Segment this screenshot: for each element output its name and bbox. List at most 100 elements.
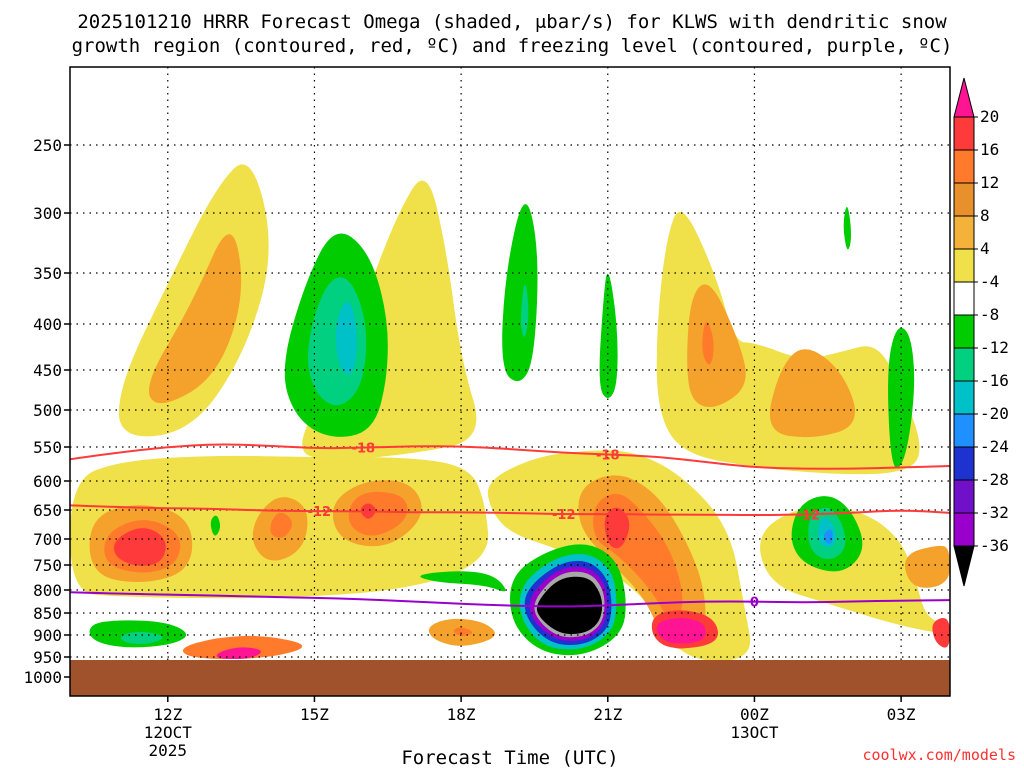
omega-region-36 <box>843 207 851 250</box>
colorbar-bottom-arrow <box>953 545 975 587</box>
y-tick-label-950: 950 <box>33 648 62 667</box>
colorbar-label--12: -12 <box>980 338 1009 357</box>
omega-region-19 <box>687 284 746 407</box>
colorbar-label--32: -32 <box>980 503 1009 522</box>
omega-region-29 <box>521 284 529 337</box>
contour-0 <box>70 591 950 608</box>
omega-region-42 <box>216 647 261 659</box>
colorbar-label--36: -36 <box>980 536 1009 555</box>
x-tick-label-00Z-1: 13OCT <box>730 723 779 742</box>
omega-region-40 <box>120 631 163 644</box>
colorbar-top-arrow <box>953 77 975 118</box>
colorbar-segment-6 <box>953 314 975 349</box>
y-tick-label-250: 250 <box>33 136 62 155</box>
colorbar-label-16: 16 <box>980 140 999 159</box>
omega-region-20 <box>702 321 714 365</box>
colorbar-segment-7 <box>953 347 975 382</box>
chart-title-line2: growth region (contoured, red, ºC) and f… <box>72 35 953 57</box>
omega-region-27 <box>335 302 357 375</box>
colorbar-label--4: -4 <box>980 272 999 291</box>
x-tick-label-18Z-0: 18Z <box>447 705 476 724</box>
credit-text: coolwx.com/models <box>862 746 1016 764</box>
omega-region-35 <box>888 327 915 469</box>
omega-region-6 <box>114 528 166 566</box>
omega-region-15 <box>604 507 630 549</box>
y-tick-label-450: 450 <box>33 361 62 380</box>
contour-label-0-0: 0 <box>750 596 759 611</box>
colorbar-segment-0 <box>953 116 975 151</box>
x-tick-label-12Z-0: 12Z <box>153 705 182 724</box>
x-tick-label-21Z-0: 21Z <box>593 705 622 724</box>
colorbar-label-8: 8 <box>980 206 990 225</box>
contour--18 <box>70 443 950 470</box>
colorbar-segment-12 <box>953 512 975 547</box>
y-axis-ticks: 250 300 350 400 450 500 550 600 650 700 750 800 850 9… <box>23 136 70 687</box>
omega-colorbar: 20 16 12 8 4 -4 -8 -12 -16 -20 -24 -28 -32 -36 <box>953 77 1009 587</box>
omega-shaded-regions <box>70 164 950 661</box>
colorbar-segment-9 <box>953 413 975 448</box>
x-tick-label-12Z-2: 2025 <box>149 741 188 760</box>
colorbar-label--16: -16 <box>980 371 1009 390</box>
y-tick-label-850: 850 <box>33 604 62 623</box>
colorbar-segment-2 <box>953 182 975 217</box>
y-tick-label-750: 750 <box>33 556 62 575</box>
omega-region-37 <box>210 515 221 536</box>
plot-area: -18 -18 -12 -12 -12 0 <box>70 67 950 696</box>
y-tick-label-300: 300 <box>33 204 62 223</box>
colorbar-segment-5 <box>953 281 975 316</box>
omega-region-34 <box>823 529 833 544</box>
omega-region-11 <box>270 512 292 538</box>
omega-region-44 <box>453 627 473 636</box>
colorbar-segment-3 <box>953 215 975 250</box>
colorbar-label-12: 12 <box>980 173 999 192</box>
y-tick-label-800: 800 <box>33 581 62 600</box>
colorbar-label-20: 20 <box>980 107 999 126</box>
x-tick-label-03Z-0: 03Z <box>887 705 916 724</box>
y-tick-label-1000: 1000 <box>23 668 62 687</box>
omega-region-8 <box>348 491 408 536</box>
chart-title-line1: 2025101210 HRRR Forecast Omega (shaded, … <box>77 11 947 33</box>
y-tick-label-650: 650 <box>33 501 62 520</box>
colorbar-label--28: -28 <box>980 470 1009 489</box>
colorbar-segment-4 <box>953 248 975 283</box>
y-tick-label-500: 500 <box>33 401 62 420</box>
contour-label--12-2: -12 <box>796 508 820 523</box>
terrain-ground-fill <box>70 660 950 696</box>
grid-lines <box>70 67 950 660</box>
colorbar-label--20: -20 <box>980 404 1009 423</box>
y-tick-label-400: 400 <box>33 315 62 334</box>
y-tick-label-550: 550 <box>33 438 62 457</box>
y-tick-label-700: 700 <box>33 530 62 549</box>
omega-region-1 <box>148 234 242 404</box>
colorbar-segment-10 <box>953 446 975 481</box>
omega-region-38 <box>420 571 506 592</box>
x-tick-label-15Z-0: 15Z <box>300 705 329 724</box>
colorbar-label--8: -8 <box>980 305 999 324</box>
colorbar-label-4: 4 <box>980 239 990 258</box>
plot-frame <box>69 66 951 697</box>
contour--12 <box>70 504 950 517</box>
omega-region-28 <box>502 204 538 382</box>
omega-region-17 <box>656 617 706 644</box>
colorbar-segment-1 <box>953 149 975 184</box>
y-tick-label-600: 600 <box>33 472 62 491</box>
x-tick-label-00Z-0: 00Z <box>740 705 769 724</box>
contour-label--12-0: -12 <box>308 505 332 520</box>
omega-region-23 <box>905 545 950 588</box>
contour-label--18-0: -18 <box>352 442 376 457</box>
contour-label--12-1: -12 <box>552 508 576 523</box>
contour-label--18-1: -18 <box>596 448 620 463</box>
x-tick-label-12Z-1: 12OCT <box>144 723 193 742</box>
colorbar-label--24: -24 <box>980 437 1009 456</box>
x-axis-label: Forecast Time (UTC) <box>401 747 618 768</box>
colorbar-segment-8 <box>953 380 975 415</box>
omega-region-30 <box>599 273 618 398</box>
colorbar-segment-11 <box>953 479 975 514</box>
contour-lines: -18 -18 -12 -12 -12 0 <box>70 442 950 611</box>
omega-region-24 <box>932 617 950 648</box>
y-tick-label-900: 900 <box>33 626 62 645</box>
omega-region-21 <box>769 349 856 438</box>
y-tick-label-350: 350 <box>33 264 62 283</box>
